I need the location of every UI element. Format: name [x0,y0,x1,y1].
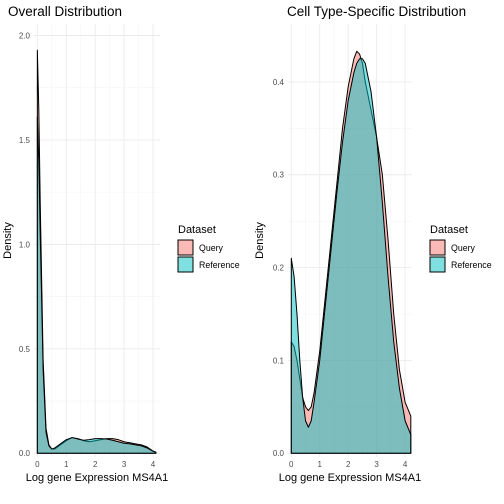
x-tick-label: 2 [346,460,351,469]
legend: Dataset Query Reference [177,224,240,273]
cell-type-specific-distribution-chart: 0 1 2 3 4 0.0 0.1 0.2 0.3 0.4 Cell Type-Specific D… [254,4,492,484]
legend-title: Dataset [430,224,468,236]
y-tick-label: 0.2 [273,264,285,273]
overall-distribution-chart: 0 1 2 3 4 0.0 0.5 1.0 1.5 2.0 Overall Distribution… [2,4,240,484]
y-axis-title: Density [254,222,266,259]
grid [34,24,160,457]
legend-label-query: Query [199,243,224,253]
legend-key-query [177,239,194,256]
y-tick-label: 0.5 [19,345,31,354]
x-tick-label: 3 [122,460,127,469]
y-tick-label: 0.3 [273,171,285,180]
legend-key-query [429,239,446,256]
x-tick-label: 2 [93,460,98,469]
legend-label-reference: Reference [451,260,492,270]
legend-key-reference [429,256,446,273]
y-tick-label: 0.0 [273,449,285,458]
chart-title: Overall Distribution [8,4,122,19]
x-axis-title: Log gene Expression MS4A1 [26,472,168,484]
legend-title: Dataset [178,224,216,236]
legend-label-reference: Reference [199,260,240,270]
y-tick-label: 2.0 [19,31,31,40]
x-tick-label: 4 [403,460,408,469]
x-tick-label: 1 [64,460,69,469]
density-area-reference [290,58,412,454]
y-tick-label: 0.1 [273,356,285,365]
y-tick-label: 0.4 [273,78,285,87]
legend: Dataset Query Reference [429,224,492,273]
y-tick-label: 1.5 [19,136,31,145]
x-tick-label: 3 [374,460,379,469]
y-tick-label: 1.0 [19,240,31,249]
x-tick-label: 0 [35,460,40,469]
x-tick-label: 1 [318,460,323,469]
y-axis-title: Density [2,222,14,259]
x-axis-title: Log gene Expression MS4A1 [279,472,421,484]
chart-title: Cell Type-Specific Distribution [287,4,466,19]
legend-label-query: Query [451,243,476,253]
x-tick-label: 4 [151,460,156,469]
density-area-query [36,49,157,454]
y-tick-label: 0.0 [19,449,31,458]
density-area-reference [36,116,157,454]
x-tick-label: 0 [289,460,294,469]
legend-key-reference [177,256,194,273]
